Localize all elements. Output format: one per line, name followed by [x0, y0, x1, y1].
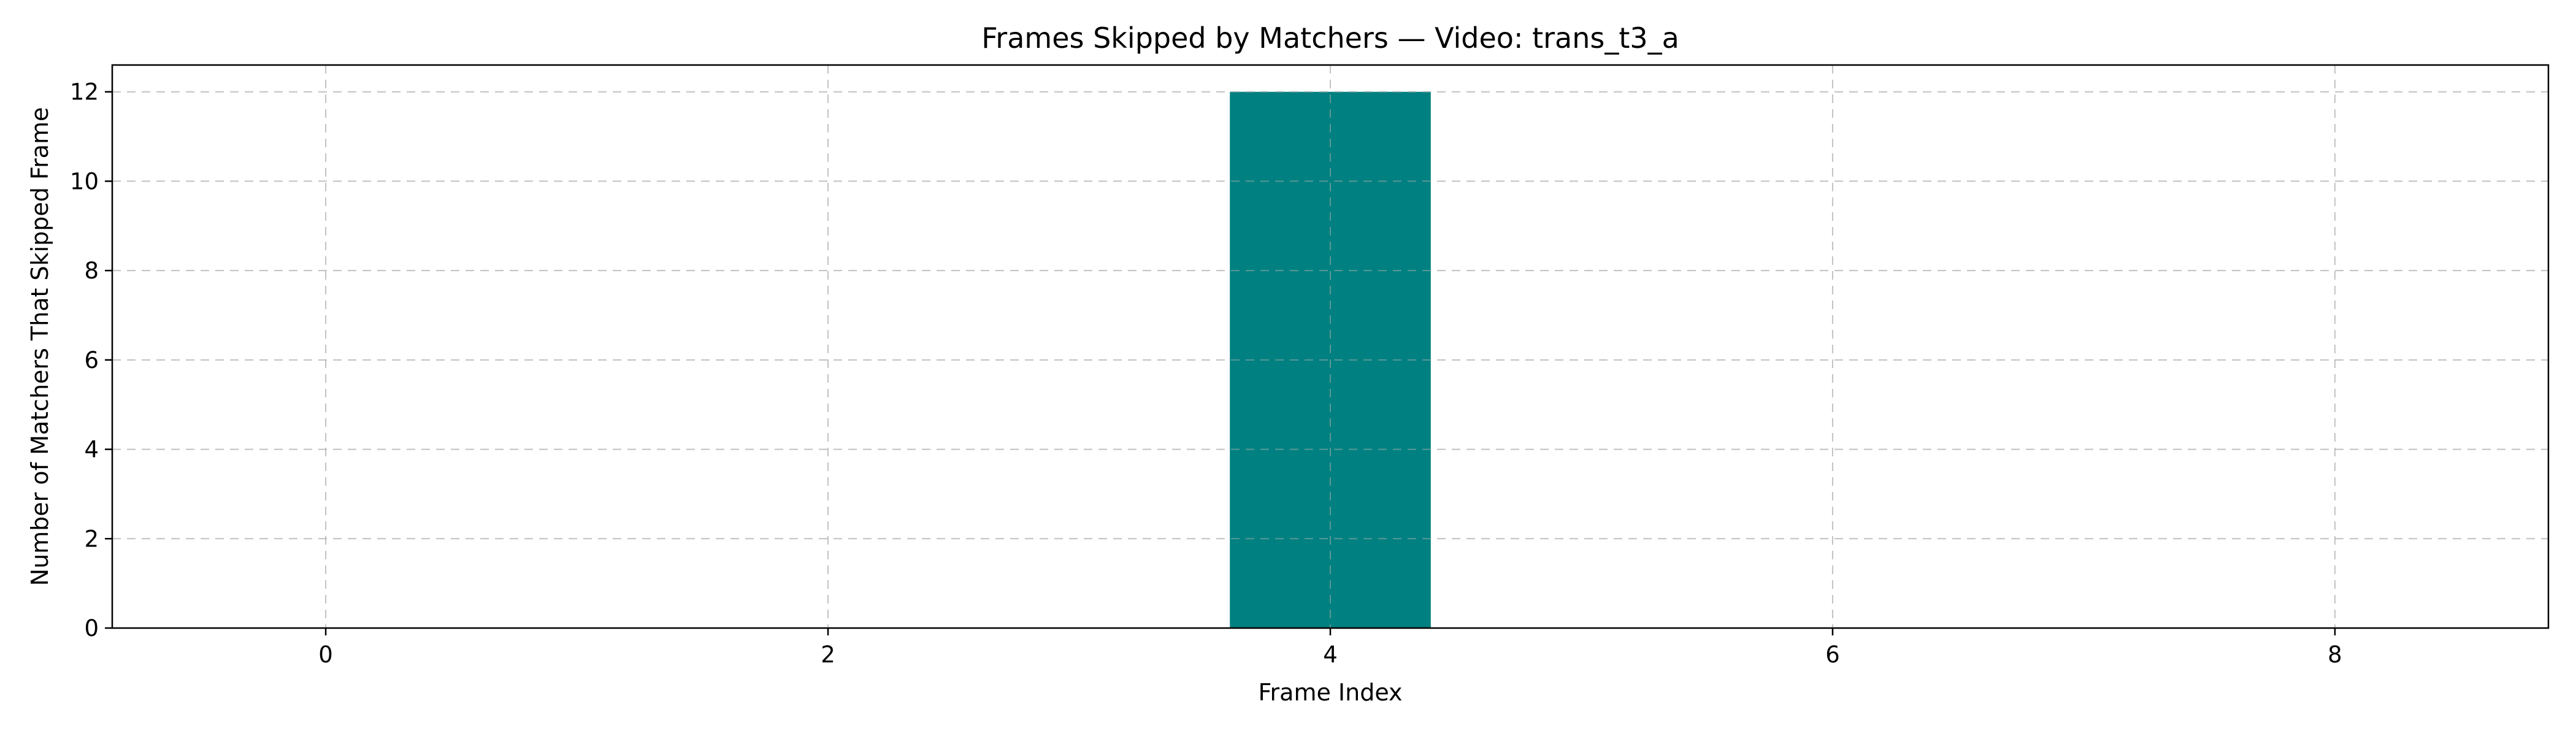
y-tick-label: 10 [70, 168, 99, 194]
y-tick-label: 2 [84, 526, 99, 552]
x-tick-label: 0 [318, 642, 333, 668]
x-tick-label: 6 [1825, 642, 1840, 668]
y-tick-label: 12 [70, 79, 99, 105]
y-axis-label: Number of Matchers That Skipped Frame [26, 107, 53, 586]
y-tick-label: 8 [84, 258, 99, 284]
x-tick-label: 2 [821, 642, 835, 668]
y-tick-label: 4 [84, 437, 99, 463]
bars-layer [112, 65, 2548, 629]
y-tick-label: 6 [84, 347, 99, 374]
chart-title: Frames Skipped by Matchers — Video: tran… [981, 21, 1679, 55]
ticks-layer: 0 2 4 6 8 0 2 4 6 8 10 12 [70, 79, 2342, 668]
x-tick-label: 4 [1323, 642, 1338, 668]
y-tick-label: 0 [84, 615, 99, 642]
x-tick-label: 8 [2328, 642, 2342, 668]
x-axis-label: Frame Index [1258, 679, 1402, 706]
